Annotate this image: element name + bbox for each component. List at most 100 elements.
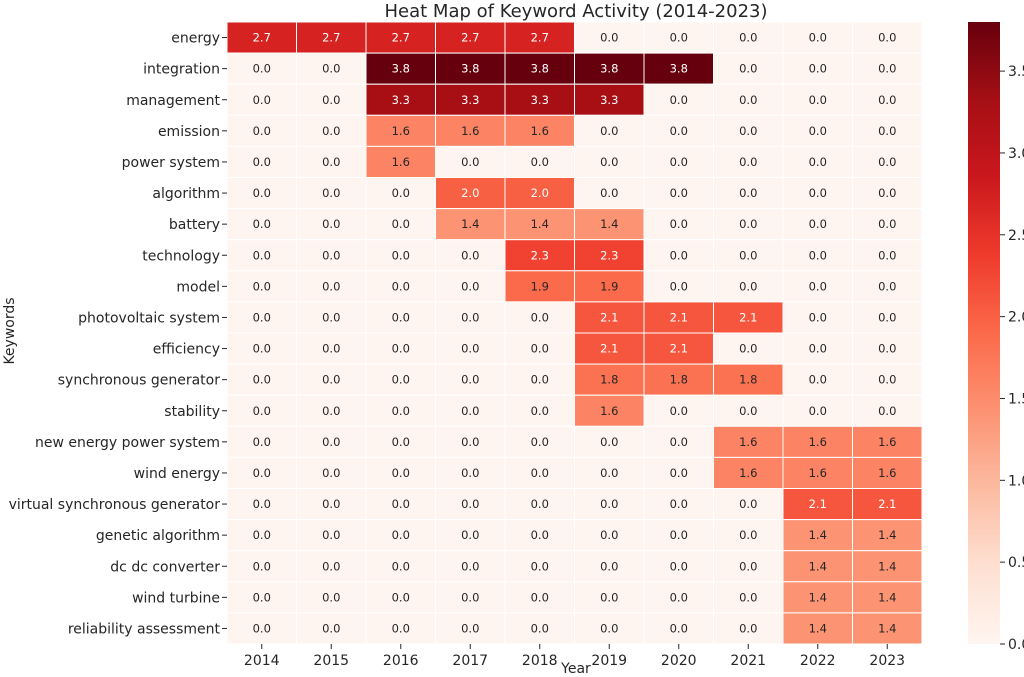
cell-value-label: 2.7 xyxy=(322,31,340,45)
heatmap-cell xyxy=(643,270,714,303)
heatmap-cell xyxy=(365,550,436,583)
cell-value-label: 0.0 xyxy=(392,342,410,356)
heatmap-cell xyxy=(852,301,923,334)
cell-value-label: 0.0 xyxy=(392,497,410,511)
column-label: 2020 xyxy=(661,653,697,669)
cell-value-label: 0.0 xyxy=(253,342,271,356)
cell-value-label: 0.0 xyxy=(809,279,827,293)
heatmap-cell xyxy=(296,21,367,54)
cell-value-label: 0.0 xyxy=(670,528,688,542)
cell-value-label: 1.6 xyxy=(878,435,896,449)
heatmap-cell xyxy=(852,52,923,85)
cell-value-label: 0.0 xyxy=(809,373,827,387)
heatmap-cell xyxy=(296,363,367,396)
heatmap-cell xyxy=(504,332,575,365)
cell-value-label: 0.0 xyxy=(739,590,757,604)
heatmap-cell xyxy=(782,581,853,614)
heatmap-cell xyxy=(782,301,853,334)
heatmap-cell xyxy=(504,145,575,178)
cell-value-label: 0.0 xyxy=(253,62,271,76)
cell-value-label: 0.0 xyxy=(670,621,688,635)
cell-value-label: 0.0 xyxy=(253,559,271,573)
cell-value-label: 3.3 xyxy=(461,93,479,107)
colorbar-tick-label: 0.5 xyxy=(1008,555,1024,571)
heatmap-cell xyxy=(226,612,297,645)
colorbar-tick-label: 0.0 xyxy=(1008,637,1024,653)
heatmap-cell xyxy=(504,301,575,334)
cell-value-label: 0.0 xyxy=(461,155,479,169)
heatmap-cell xyxy=(296,488,367,521)
cell-value-label: 3.8 xyxy=(531,62,549,76)
heatmap-cell xyxy=(782,83,853,116)
cell-value-label: 0.0 xyxy=(878,93,896,107)
heatmap-cell xyxy=(852,21,923,54)
cell-value-label: 1.6 xyxy=(600,404,618,418)
row-label: energy xyxy=(171,31,220,47)
heatmap-cell xyxy=(643,83,714,116)
row-label: reliability assessment xyxy=(68,621,221,637)
heatmap-cell xyxy=(852,208,923,241)
row-label: stability xyxy=(164,404,220,420)
cell-value-label: 0.0 xyxy=(253,217,271,231)
column-label: 2022 xyxy=(800,653,836,669)
cell-value-label: 0.0 xyxy=(739,248,757,262)
cell-value-label: 0.0 xyxy=(809,186,827,200)
heatmap-cell xyxy=(643,52,714,85)
cell-value-label: 0.0 xyxy=(461,404,479,418)
heatmap-cell xyxy=(713,394,784,427)
heatmap-cell xyxy=(226,21,297,54)
heatmap-cell xyxy=(365,177,436,210)
heatmap-cell xyxy=(296,394,367,427)
colorbar-tick-label: 3.0 xyxy=(1008,146,1024,162)
cell-value-label: 0.0 xyxy=(253,248,271,262)
heatmap-cell xyxy=(435,425,506,458)
cell-value-label: 0.0 xyxy=(878,31,896,45)
cell-value-label: 0.0 xyxy=(461,248,479,262)
heatmap-cell xyxy=(713,208,784,241)
cell-value-label: 3.3 xyxy=(531,93,549,107)
heatmap-cell xyxy=(713,83,784,116)
cell-value-label: 0.0 xyxy=(531,466,549,480)
cell-value-label: 0.0 xyxy=(392,279,410,293)
heatmap-cell xyxy=(852,488,923,521)
cell-value-label: 0.0 xyxy=(253,155,271,169)
heatmap-cell xyxy=(296,456,367,489)
cell-value-label: 2.1 xyxy=(600,310,618,324)
cell-value-label: 0.0 xyxy=(670,559,688,573)
cell-value-label: 0.0 xyxy=(253,621,271,635)
heatmap-cell xyxy=(504,270,575,303)
heatmap-cell xyxy=(504,612,575,645)
cell-value-label: 0.0 xyxy=(322,342,340,356)
heatmap-cell xyxy=(852,83,923,116)
heatmap-cell xyxy=(852,145,923,178)
cell-value-label: 0.0 xyxy=(322,435,340,449)
heatmap-cell xyxy=(296,145,367,178)
heatmap-cell xyxy=(713,52,784,85)
cell-value-label: 0.0 xyxy=(253,373,271,387)
cell-value-label: 1.4 xyxy=(878,559,896,573)
heatmap-cell xyxy=(226,177,297,210)
cell-value-label: 2.1 xyxy=(739,310,757,324)
cell-value-label: 3.8 xyxy=(670,62,688,76)
heatmap-cell xyxy=(296,52,367,85)
heatmap-cell xyxy=(296,581,367,614)
heatmap-cell xyxy=(782,612,853,645)
heatmap-cell xyxy=(296,83,367,116)
cell-value-label: 0.0 xyxy=(739,31,757,45)
cell-value-label: 2.7 xyxy=(392,31,410,45)
row-label: synchronous generator xyxy=(58,373,220,389)
heatmap-cell xyxy=(296,519,367,552)
cell-value-label: 2.0 xyxy=(461,186,479,200)
heatmap-cell xyxy=(226,425,297,458)
cell-value-label: 0.0 xyxy=(392,621,410,635)
cell-value-label: 1.6 xyxy=(392,124,410,138)
cell-value-label: 1.6 xyxy=(392,155,410,169)
row-label: virtual synchronous generator xyxy=(9,497,221,513)
heatmap-cell xyxy=(852,114,923,147)
cell-value-label: 0.0 xyxy=(531,621,549,635)
row-label: wind energy xyxy=(134,466,220,482)
cell-value-label: 0.0 xyxy=(322,559,340,573)
cell-value-label: 0.0 xyxy=(739,497,757,511)
heatmap-cell xyxy=(782,363,853,396)
